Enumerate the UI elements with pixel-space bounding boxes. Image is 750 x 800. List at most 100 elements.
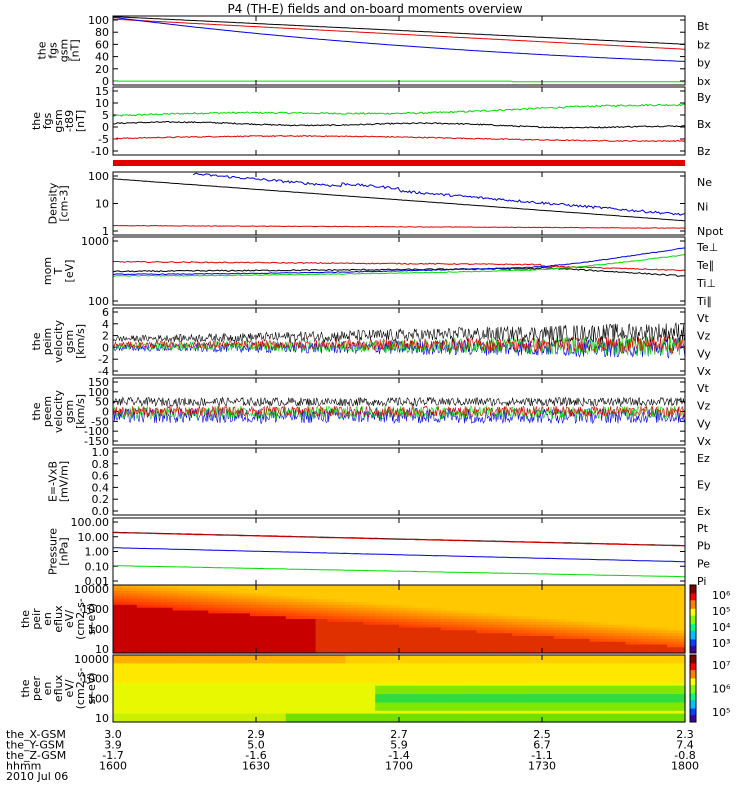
peer-cell xyxy=(136,694,144,698)
peer-cell xyxy=(500,666,507,670)
peer-cell xyxy=(673,685,680,690)
peer-cell xyxy=(643,705,650,709)
peer-cell xyxy=(476,655,484,659)
peer-cell xyxy=(148,696,156,701)
peir-cell xyxy=(130,607,138,612)
peer-cell xyxy=(303,660,311,664)
peir-cell xyxy=(267,590,275,595)
peer-cell xyxy=(166,685,174,690)
peer-cell xyxy=(673,682,680,687)
peer-cell xyxy=(375,716,382,720)
peir-cell xyxy=(494,602,501,606)
peer-cell xyxy=(232,660,239,664)
peir-cell xyxy=(506,613,513,617)
peer-cell xyxy=(321,657,329,662)
peir-cell xyxy=(369,596,376,600)
peer-cell xyxy=(178,696,186,701)
peer-cell xyxy=(113,685,120,690)
peir-cell xyxy=(226,636,233,640)
peir-cell xyxy=(226,647,233,651)
peir-cell xyxy=(250,621,257,626)
peer-cell xyxy=(393,691,400,695)
peer-cell xyxy=(500,719,507,723)
peer-cell xyxy=(339,660,346,664)
peer-cell xyxy=(339,699,346,704)
peer-cell xyxy=(434,688,442,692)
peer-cell xyxy=(148,694,156,698)
peir-cell xyxy=(506,604,513,609)
peer-cell xyxy=(387,657,394,662)
peer-cell xyxy=(232,710,239,715)
peer-cell xyxy=(619,682,627,687)
peir-cell xyxy=(214,587,221,592)
peir-cell xyxy=(476,599,484,603)
peir-cell xyxy=(160,604,168,609)
peir-cell xyxy=(285,621,293,626)
peir-cell xyxy=(530,619,537,623)
peir-cell xyxy=(673,590,680,595)
peir-cell xyxy=(303,613,311,617)
peer-colorbar xyxy=(690,688,696,691)
peir-cell xyxy=(542,621,549,626)
peer-cell xyxy=(190,710,198,715)
peer-cell xyxy=(232,682,239,687)
peir-cell xyxy=(637,604,644,609)
peir-cell xyxy=(476,585,484,589)
peir-cell xyxy=(196,585,203,589)
peir-cell xyxy=(333,604,341,609)
peir-cell xyxy=(589,633,597,637)
peir-cell xyxy=(559,636,567,640)
peer-cell xyxy=(148,702,156,706)
peir-cell xyxy=(405,585,412,589)
peer-cell xyxy=(285,674,293,678)
peer-cell xyxy=(279,688,287,692)
peir-cell xyxy=(518,638,525,643)
peir-cell xyxy=(172,604,180,609)
peer-cell xyxy=(196,674,203,678)
peir-cell xyxy=(613,599,621,603)
peir-cell xyxy=(250,593,257,597)
peer-colorbar xyxy=(690,681,696,684)
peir-cell xyxy=(655,616,662,620)
peir-cell xyxy=(387,644,394,648)
peer-cell xyxy=(369,716,376,720)
peer-cell xyxy=(184,655,192,659)
peir-cell xyxy=(291,613,299,617)
peir-cell xyxy=(351,607,358,612)
peir-cell xyxy=(571,636,579,640)
peir-cell xyxy=(267,596,275,600)
peer-cell xyxy=(136,699,144,704)
peer-cell xyxy=(142,674,150,678)
peer-cell xyxy=(458,702,466,706)
peir-cell xyxy=(583,596,591,600)
peir-cell xyxy=(148,613,156,617)
peir-cell xyxy=(297,610,305,614)
peer-cell xyxy=(643,710,650,715)
peir-cell xyxy=(524,599,531,603)
peer-cell xyxy=(315,708,323,712)
peer-cell xyxy=(655,655,662,659)
peer-cell xyxy=(196,705,203,709)
peir-cell xyxy=(309,587,317,592)
peer-cell xyxy=(291,699,299,704)
peir-cell xyxy=(351,644,358,648)
peir-cell xyxy=(679,624,686,629)
peer-cell xyxy=(577,666,585,670)
peer-cell xyxy=(613,713,621,717)
peir-cell xyxy=(190,610,198,614)
peer-cell xyxy=(649,655,656,659)
peer-cell xyxy=(178,682,186,687)
peer-cell xyxy=(238,716,245,720)
peer-cell xyxy=(643,708,650,712)
peir-cell xyxy=(262,590,269,595)
peer-cell xyxy=(345,677,352,681)
peir-cell xyxy=(494,590,501,595)
peer-cell xyxy=(655,691,662,695)
peer-cell xyxy=(285,688,293,692)
peer-cell xyxy=(643,677,650,681)
peir-cell xyxy=(124,621,132,626)
peer-cell xyxy=(208,655,215,659)
peir-cell xyxy=(214,613,221,617)
peer-cell xyxy=(410,660,418,664)
peer-cell xyxy=(524,699,531,704)
